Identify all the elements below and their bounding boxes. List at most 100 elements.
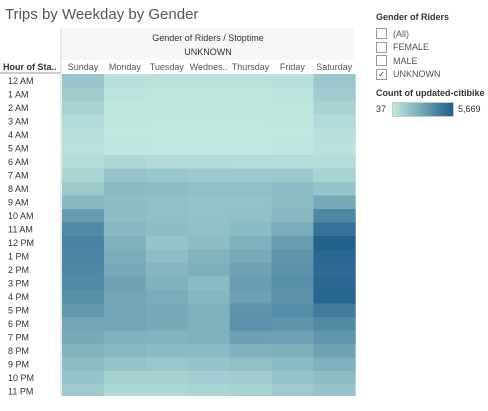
heatmap-cell-8-pm-wednes[interactable] — [187, 344, 230, 358]
heatmap-cell-11-pm-tuesday[interactable] — [145, 384, 189, 399]
heatmap-cell-1-pm-wednes[interactable] — [187, 249, 230, 264]
heatmap-cell-10-pm-monday[interactable] — [103, 371, 147, 385]
heatmap-cell-12-pm-sunday[interactable] — [62, 236, 105, 250]
heatmap-cell-11-am-thursday[interactable] — [229, 222, 272, 237]
heatmap-cell-10-am-saturday[interactable] — [313, 209, 356, 223]
heatmap-cell-9-am-friday[interactable] — [271, 195, 314, 210]
heatmap-cell-10-am-wednes[interactable] — [187, 209, 230, 223]
heatmap-cell-3-am-thursday[interactable] — [229, 114, 272, 129]
heatmap-cell-7-am-wednes[interactable] — [187, 168, 230, 183]
filter-item-male[interactable]: MALE — [376, 54, 484, 67]
heatmap-cell-2-pm-wednes[interactable] — [187, 263, 230, 277]
heatmap-cell-1-pm-friday[interactable] — [271, 249, 314, 264]
heatmap-cell-10-pm-wednes[interactable] — [187, 371, 230, 385]
heatmap-cell-1-pm-sunday[interactable] — [62, 249, 105, 264]
heatmap-cell-12-pm-tuesday[interactable] — [145, 236, 189, 250]
heatmap-cell-7-am-monday[interactable] — [103, 168, 147, 183]
heatmap-cell-7-am-tuesday[interactable] — [145, 168, 189, 183]
heatmap-cell-1-pm-monday[interactable] — [103, 249, 147, 264]
heatmap-cell-6-pm-thursday[interactable] — [229, 317, 272, 331]
heatmap-cell-2-am-monday[interactable] — [103, 101, 147, 115]
heatmap-cell-3-am-saturday[interactable] — [313, 114, 356, 129]
heatmap-cell-11-pm-saturday[interactable] — [313, 384, 356, 399]
heatmap-cell-4-am-thursday[interactable] — [229, 128, 272, 142]
heatmap-cell-2-pm-saturday[interactable] — [313, 263, 356, 277]
heatmap-cell-1-am-friday[interactable] — [271, 87, 314, 102]
heatmap-cell-8-pm-tuesday[interactable] — [145, 344, 189, 358]
heatmap-cell-6-pm-monday[interactable] — [103, 317, 147, 331]
heatmap-cell-5-pm-thursday[interactable] — [229, 303, 272, 318]
heatmap-cell-6-am-monday[interactable] — [103, 155, 147, 169]
heatmap-cell-6-pm-saturday[interactable] — [313, 317, 356, 331]
heatmap-cell-12-pm-monday[interactable] — [103, 236, 147, 250]
heatmap-cell-9-am-thursday[interactable] — [229, 195, 272, 210]
heatmap-cell-5-am-wednes[interactable] — [187, 141, 230, 156]
heatmap-cell-3-am-friday[interactable] — [271, 114, 314, 129]
heatmap-cell-4-pm-saturday[interactable] — [313, 290, 356, 304]
heatmap-cell-9-pm-friday[interactable] — [271, 357, 314, 372]
heatmap-cell-12-am-saturday[interactable] — [313, 74, 356, 88]
heatmap-cell-4-pm-friday[interactable] — [271, 290, 314, 304]
heatmap-cell-5-pm-wednes[interactable] — [187, 303, 230, 318]
heatmap-cell-9-pm-wednes[interactable] — [187, 357, 230, 372]
heatmap-cell-1-am-thursday[interactable] — [229, 87, 272, 102]
heatmap-cell-8-am-sunday[interactable] — [62, 182, 105, 196]
checkbox-all[interactable] — [376, 28, 387, 39]
heatmap-cell-9-pm-monday[interactable] — [103, 357, 147, 372]
heatmap-cell-5-pm-monday[interactable] — [103, 303, 147, 318]
heatmap-cell-5-am-sunday[interactable] — [62, 141, 105, 156]
heatmap-cell-5-pm-sunday[interactable] — [62, 303, 105, 318]
heatmap-cell-7-am-thursday[interactable] — [229, 168, 272, 183]
heatmap-cell-2-pm-friday[interactable] — [271, 263, 314, 277]
heatmap-cell-12-am-tuesday[interactable] — [145, 74, 189, 88]
heatmap-cell-3-pm-saturday[interactable] — [313, 276, 356, 291]
heatmap-cell-3-am-tuesday[interactable] — [145, 114, 189, 129]
heatmap-cell-2-am-thursday[interactable] — [229, 101, 272, 115]
heatmap-cell-7-pm-monday[interactable] — [103, 330, 147, 345]
heatmap-cell-4-am-friday[interactable] — [271, 128, 314, 142]
heatmap-cell-3-am-wednes[interactable] — [187, 114, 230, 129]
heatmap-cell-5-pm-tuesday[interactable] — [145, 303, 189, 318]
heatmap-cell-6-pm-wednes[interactable] — [187, 317, 230, 331]
heatmap-cell-9-am-wednes[interactable] — [187, 195, 230, 210]
heatmap-cell-5-am-thursday[interactable] — [229, 141, 272, 156]
heatmap-cell-3-pm-tuesday[interactable] — [145, 276, 189, 291]
heatmap-cell-8-pm-monday[interactable] — [103, 344, 147, 358]
heatmap-cell-2-pm-thursday[interactable] — [229, 263, 272, 277]
heatmap-cell-12-pm-friday[interactable] — [271, 236, 314, 250]
heatmap-cell-11-am-friday[interactable] — [271, 222, 314, 237]
heatmap-cell-10-am-monday[interactable] — [103, 209, 147, 223]
heatmap-cell-3-pm-friday[interactable] — [271, 276, 314, 291]
heatmap-cell-9-am-saturday[interactable] — [313, 195, 356, 210]
heatmap-cell-7-pm-friday[interactable] — [271, 330, 314, 345]
heatmap-cell-2-am-friday[interactable] — [271, 101, 314, 115]
heatmap-cell-5-am-saturday[interactable] — [313, 141, 356, 156]
heatmap-cell-6-am-thursday[interactable] — [229, 155, 272, 169]
heatmap-cell-8-pm-friday[interactable] — [271, 344, 314, 358]
heatmap-cell-1-am-wednes[interactable] — [187, 87, 230, 102]
heatmap-cell-6-pm-tuesday[interactable] — [145, 317, 189, 331]
heatmap-cell-10-am-tuesday[interactable] — [145, 209, 189, 223]
heatmap-cell-11-am-wednes[interactable] — [187, 222, 230, 237]
heatmap-cell-1-am-tuesday[interactable] — [145, 87, 189, 102]
heatmap-cell-12-am-thursday[interactable] — [229, 74, 272, 88]
heatmap-cell-6-am-tuesday[interactable] — [145, 155, 189, 169]
heatmap-cell-6-am-sunday[interactable] — [62, 155, 105, 169]
heatmap-cell-2-am-saturday[interactable] — [313, 101, 356, 115]
heatmap-cell-12-pm-wednes[interactable] — [187, 236, 230, 250]
checkbox-male[interactable] — [376, 55, 387, 66]
heatmap-cell-4-am-tuesday[interactable] — [145, 128, 189, 142]
heatmap-cell-10-am-thursday[interactable] — [229, 209, 272, 223]
filter-item-female[interactable]: FEMALE — [376, 41, 484, 54]
heatmap-cell-8-am-saturday[interactable] — [313, 182, 356, 196]
heatmap-cell-8-pm-thursday[interactable] — [229, 344, 272, 358]
heatmap-cell-5-pm-friday[interactable] — [271, 303, 314, 318]
heatmap-cell-3-pm-wednes[interactable] — [187, 276, 230, 291]
heatmap-cell-12-am-monday[interactable] — [103, 74, 147, 88]
heatmap-cell-10-am-sunday[interactable] — [62, 209, 105, 223]
heatmap-cell-9-pm-thursday[interactable] — [229, 357, 272, 372]
heatmap-cell-12-am-wednes[interactable] — [187, 74, 230, 88]
heatmap-cell-7-pm-tuesday[interactable] — [145, 330, 189, 345]
checkbox-unknown[interactable]: ✓ — [376, 68, 387, 80]
heatmap-cell-3-am-sunday[interactable] — [62, 114, 105, 129]
